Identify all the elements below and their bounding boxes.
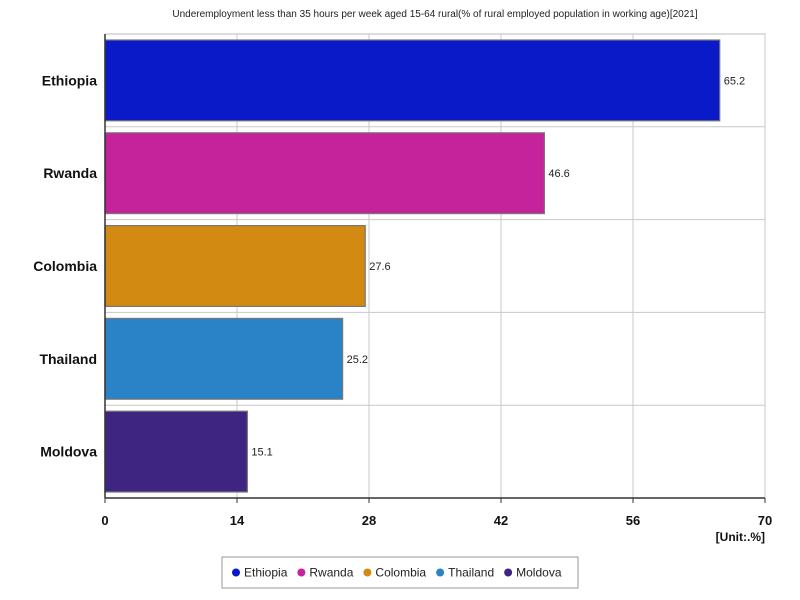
data-label: 27.6 — [369, 261, 390, 273]
legend-label: Moldova — [516, 566, 562, 580]
data-label: 46.6 — [548, 168, 569, 180]
x-tick-label: 28 — [362, 513, 376, 528]
category-label: Rwanda — [43, 165, 97, 181]
legend-item-colombia: Colombia — [363, 566, 426, 580]
x-tick-label: 0 — [101, 513, 108, 528]
legend-marker — [297, 568, 306, 577]
legend-label: Colombia — [375, 566, 426, 580]
legend-label: Rwanda — [309, 566, 353, 580]
bar-rwanda — [104, 132, 545, 215]
data-label: 25.2 — [347, 354, 368, 366]
legend-marker — [504, 568, 513, 577]
category-label: Moldova — [40, 444, 97, 460]
category-label: Thailand — [39, 351, 97, 367]
unit-label: [Unit:.%] — [716, 530, 765, 544]
legend-marker — [232, 568, 240, 577]
x-tick-label: 14 — [230, 513, 245, 528]
legend-box — [221, 556, 579, 589]
bar-thailand — [104, 317, 344, 400]
x-tick-label: 56 — [626, 513, 640, 528]
axes: Ethiopia Rwanda Colombia Thailand Moldova 0 14… — [33, 34, 772, 528]
bar-colombia — [104, 225, 366, 308]
category-label: Colombia — [33, 258, 97, 274]
data-label: 65.2 — [724, 75, 745, 87]
legend-item-ethiopia: Ethiopia — [232, 566, 288, 580]
legend: Ethiopia Rwanda Colombia Thailand Moldova — [221, 556, 579, 589]
legend-item-rwanda: Rwanda — [297, 566, 354, 580]
bar-moldova — [104, 410, 248, 493]
data-label: 15.1 — [251, 447, 272, 459]
legend-label: Ethiopia — [244, 566, 288, 580]
legend-item-thailand: Thailand — [436, 566, 494, 580]
bar-ethiopia — [104, 39, 721, 122]
legend-marker — [363, 568, 372, 577]
legend-label: Thailand — [448, 566, 494, 580]
legend-marker — [436, 568, 445, 577]
chart-title: Underemployment less than 35 hours per w… — [172, 9, 698, 20]
bars: 65.2 46.6 27.6 25.2 15.1 — [104, 39, 745, 493]
legend-item-moldova: Moldova — [504, 566, 562, 580]
x-tick-label: 42 — [494, 513, 508, 528]
category-label: Ethiopia — [42, 72, 97, 88]
x-tick-label: 70 — [758, 513, 772, 528]
